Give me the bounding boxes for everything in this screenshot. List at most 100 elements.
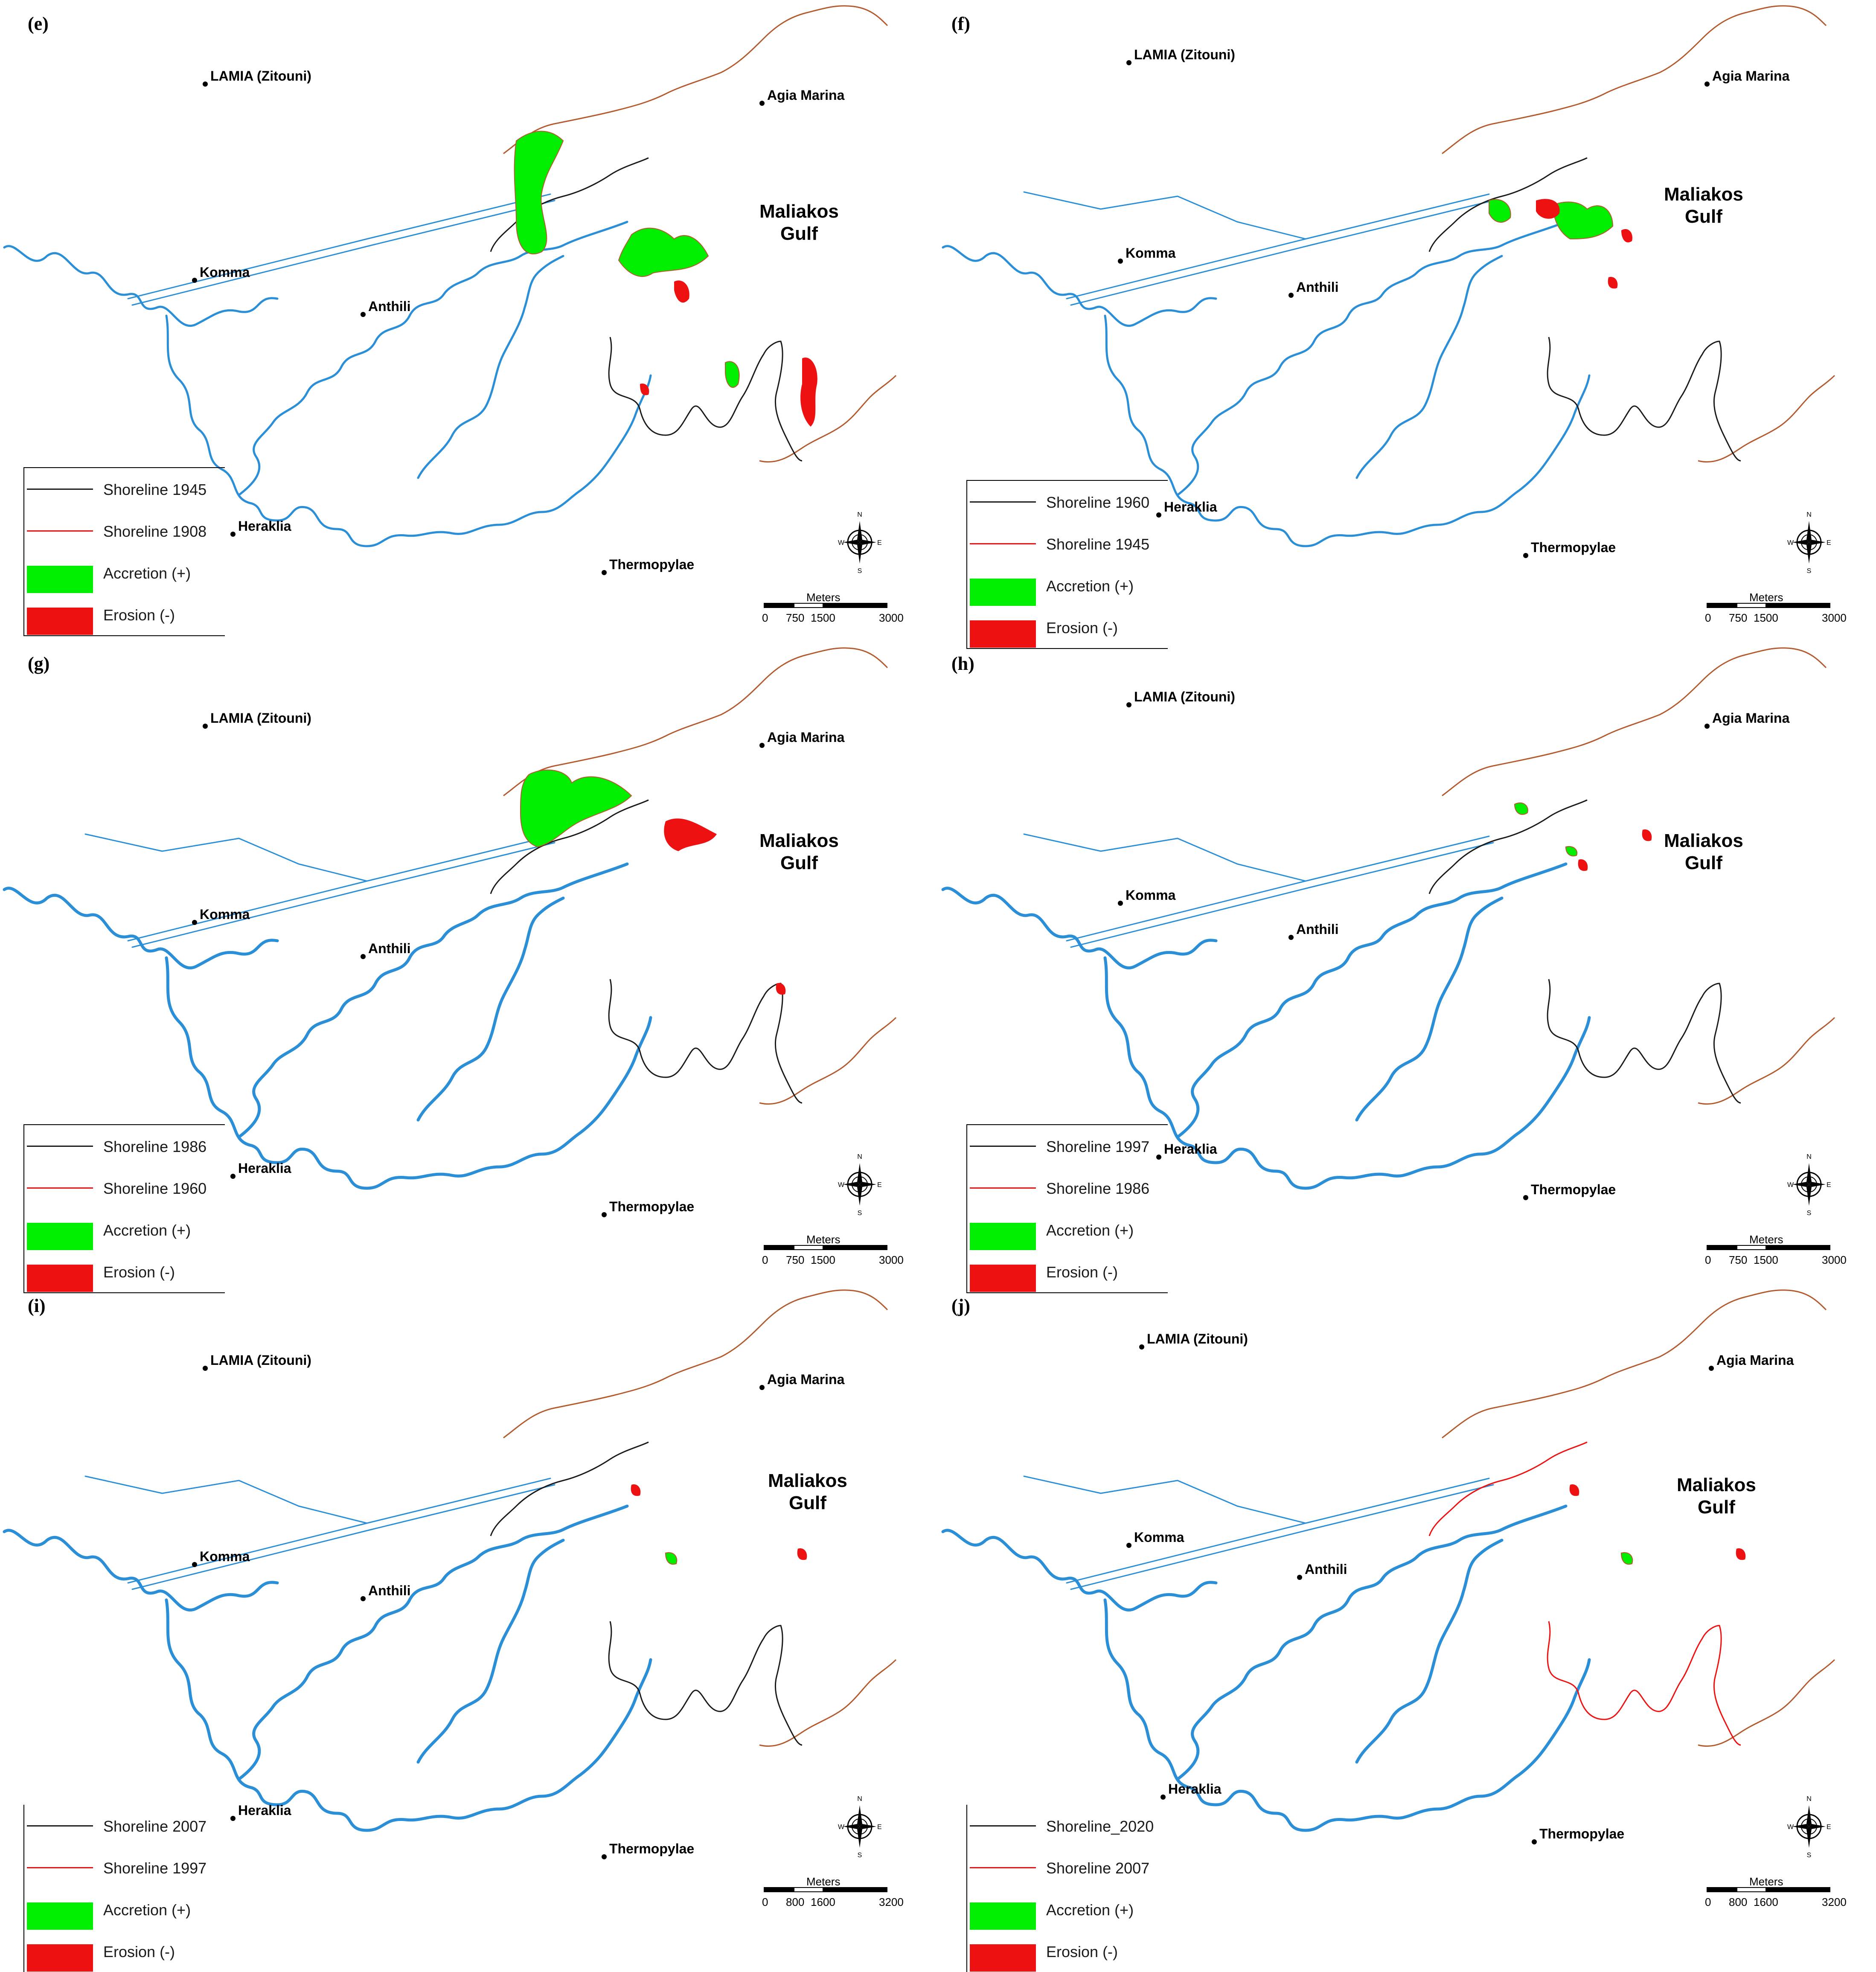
town-thermopylae: Thermopylae (1523, 540, 1616, 558)
panel-label: (g) (28, 653, 50, 674)
erosion-zones (631, 1484, 807, 1560)
svg-text:S: S (858, 567, 862, 574)
gulf-name-line2: Gulf (780, 223, 818, 244)
accretion-zones (665, 1552, 678, 1565)
town-agia-marina: Agia Marina (1704, 68, 1789, 87)
spercheios-river-mid (237, 1504, 629, 1781)
legend-label: Shoreline_2020 (1046, 1818, 1154, 1835)
erosion-area (674, 280, 689, 303)
town-marker (230, 532, 236, 537)
scale-tick: 1600 (1754, 1896, 1778, 1908)
diversion-canal (127, 835, 556, 948)
map-canvas (941, 1289, 1835, 1832)
map-canvas (3, 1289, 897, 1832)
svg-text:W: W (1787, 1824, 1794, 1831)
scale-unit: Meters (806, 591, 841, 604)
svg-text:N: N (1806, 511, 1812, 518)
legend-item-accretion: Accretion (+) (24, 1888, 225, 1930)
town-heraklia: Heraklia (230, 1161, 291, 1179)
river-network (3, 833, 652, 1190)
svg-text:E: E (877, 1181, 882, 1189)
town-name: Heraklia (238, 1161, 291, 1176)
town-name: Komma (1126, 887, 1176, 903)
town-name: Agia Marina (1716, 1352, 1794, 1368)
panel-label: (i) (28, 1295, 46, 1316)
legend-swatch (970, 1825, 1036, 1827)
compass-rose-icon: N S W E (838, 1795, 882, 1859)
town-name: Thermopylae (1531, 540, 1616, 555)
town-name: Thermopylae (1539, 1826, 1625, 1841)
town-name: Agia Marina (767, 730, 845, 745)
erosion-zones (1569, 1484, 1746, 1560)
town-marker (1161, 1795, 1166, 1800)
legend-swatch (970, 543, 1036, 544)
town-marker (230, 1816, 236, 1821)
accretion-zones (1620, 1552, 1633, 1565)
svg-text:N: N (857, 511, 862, 518)
town-name: Heraklia (1164, 1141, 1217, 1157)
north-arrow-icon: N S W E (836, 510, 883, 575)
legend-swatch (27, 1146, 93, 1147)
town-heraklia: Heraklia (1156, 1141, 1217, 1160)
spercheios-river-east (1355, 255, 1503, 479)
town-name: Komma (1134, 1530, 1184, 1545)
erosion-zones (1578, 829, 1652, 871)
river-network (942, 191, 1591, 547)
legend-item-line1: Shoreline 1986 (24, 1125, 225, 1167)
town-marker (759, 1385, 765, 1390)
town-lamia: LAMIA (Zitouni) (203, 68, 311, 87)
legend-label: Shoreline 2007 (1046, 1859, 1150, 1877)
town-agia-marina: Agia Marina (759, 87, 845, 106)
svg-text:S: S (1807, 567, 1812, 574)
shoreline-north (503, 647, 888, 797)
gulf-label: Maliakos Gulf (768, 1470, 847, 1514)
town-name: Agia Marina (767, 87, 845, 103)
delta-shoreline (1547, 337, 1741, 462)
town-marker (1126, 60, 1131, 65)
erosion-zones (640, 280, 817, 427)
legend-swatch (27, 1187, 93, 1189)
legend-swatch (27, 1825, 93, 1827)
legend-label: Shoreline 1986 (103, 1138, 207, 1155)
town-agia-marina: Agia Marina (1709, 1352, 1794, 1371)
town-thermopylae: Thermopylae (602, 557, 694, 575)
scale-tick: 3200 (879, 1896, 904, 1908)
erosion-area (1642, 829, 1652, 841)
scale-tick: 750 (1729, 611, 1748, 624)
spercheios-river-east (416, 1539, 565, 1764)
spercheios-river-south-loop (1104, 314, 1591, 547)
town-heraklia: Heraklia (1161, 1781, 1222, 1800)
river-network (3, 193, 652, 547)
town-komma: Komma (192, 265, 250, 283)
river-network (3, 1475, 652, 1832)
legend-label: Shoreline 2007 (103, 1818, 207, 1835)
delta-shoreline (608, 979, 803, 1104)
legend-label: Shoreline 1908 (103, 523, 207, 540)
accretion-area (514, 131, 564, 255)
legend-label: Shoreline 1997 (1046, 1138, 1150, 1155)
scale-tick: 3000 (879, 611, 904, 624)
svg-text:S: S (858, 1210, 862, 1216)
diversion-canal (127, 193, 556, 306)
town-name: Agia Marina (1712, 710, 1790, 726)
delta-shoreline (1547, 979, 1741, 1104)
scale-tick: 0 (762, 1896, 768, 1908)
town-marker (203, 1366, 208, 1371)
compass-rose-icon: N S W E (838, 1153, 882, 1217)
accretion-zones (514, 131, 740, 388)
legend-label: Erosion (-) (103, 606, 175, 624)
town-marker (192, 278, 197, 283)
svg-text:S: S (858, 1852, 862, 1858)
svg-text:E: E (877, 539, 882, 547)
legend-swatch (27, 1265, 93, 1292)
scale-tick: 1500 (1754, 611, 1778, 624)
scale-tick: 0 (1705, 1896, 1711, 1908)
spercheios-river-south-loop (165, 956, 652, 1190)
scale-segment (794, 603, 823, 608)
scale-tick: 1500 (811, 611, 835, 624)
compass-rose-icon: N S W E (1787, 1153, 1831, 1217)
town-name: LAMIA (Zitouni) (1134, 689, 1235, 704)
scale-bar: Meters 0 750 1500 3000 (762, 1233, 905, 1271)
shoreline-north (503, 5, 888, 154)
svg-text:N: N (1806, 1153, 1812, 1161)
